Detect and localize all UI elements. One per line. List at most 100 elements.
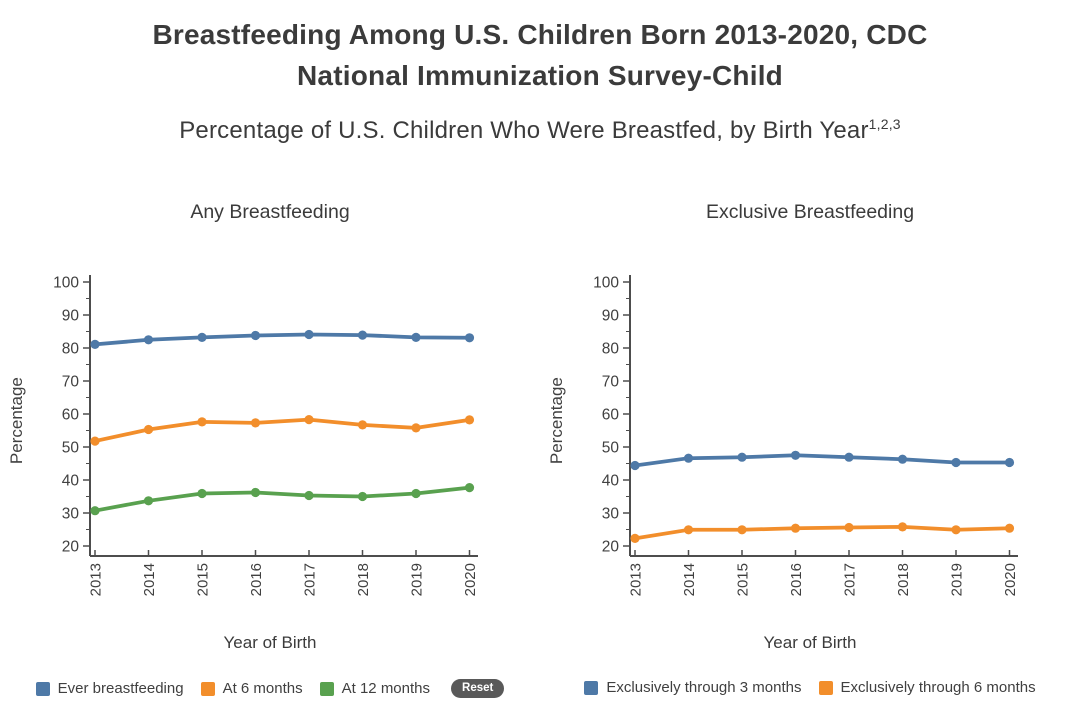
series-line	[93, 485, 472, 513]
data-point[interactable]	[250, 330, 261, 341]
legend-swatch	[35, 681, 50, 696]
x-tick-label: 2013	[628, 563, 645, 596]
data-point[interactable]	[683, 525, 694, 535]
data-point[interactable]	[630, 533, 640, 543]
y-tick-label: 40	[602, 473, 620, 490]
data-point[interactable]	[737, 452, 747, 462]
data-point[interactable]	[464, 415, 475, 425]
data-point[interactable]	[90, 436, 100, 446]
data-point[interactable]	[143, 496, 154, 506]
legend-swatch	[818, 680, 833, 695]
data-point[interactable]	[790, 523, 801, 533]
page-subtitle-text: Percentage of U.S. Children Who Were Bre…	[179, 117, 869, 144]
y-axis-title: Percentage	[547, 377, 566, 464]
data-point[interactable]	[357, 420, 368, 430]
charts-row: Any Breastfeeding 20 30 40 50 60 70 80 90 100 Per…	[0, 185, 1080, 698]
y-tick-label: 80	[602, 341, 620, 358]
legend-label: Exclusively through 3 months	[606, 679, 802, 696]
x-tick-label: 2015	[195, 563, 212, 596]
series-at-12-months	[90, 483, 475, 516]
data-point[interactable]	[304, 415, 314, 425]
x-tick-label: 2017	[302, 563, 319, 596]
data-point[interactable]	[951, 525, 961, 535]
y-tick-label: 60	[62, 407, 80, 424]
data-point[interactable]	[250, 418, 261, 428]
data-point[interactable]	[90, 506, 100, 516]
x-tick-label: 2015	[735, 563, 752, 596]
series-line	[93, 332, 472, 347]
legend-any-breastfeeding: Ever breastfeeding At 6 months At 12 month…	[0, 679, 540, 698]
x-tick-label: 2019	[949, 563, 966, 596]
legend-item-at-6-months[interactable]: At 6 months	[200, 680, 303, 697]
x-tick-label: 2014	[681, 563, 698, 596]
data-point[interactable]	[197, 332, 207, 342]
x-tick-label: 2018	[895, 563, 912, 596]
data-point[interactable]	[197, 417, 207, 427]
data-point[interactable]	[844, 452, 854, 462]
data-point[interactable]	[464, 483, 475, 493]
y-tick-label: 40	[62, 473, 80, 490]
data-point[interactable]	[411, 332, 421, 342]
x-tick-label: 2019	[409, 563, 426, 596]
data-point[interactable]	[357, 330, 368, 340]
y-tick-label: 30	[62, 506, 80, 523]
chart-title-any-breastfeeding: Any Breastfeeding	[190, 201, 350, 223]
data-point[interactable]	[464, 333, 475, 343]
legend-label: At 6 months	[222, 680, 303, 697]
chart-panel-exclusive-breastfeeding: Exclusive Breastfeeding 20 30 40 50 60 70 80 90…	[540, 185, 1080, 698]
legend-label: Exclusively through 6 months	[840, 679, 1036, 696]
data-point[interactable]	[411, 423, 421, 433]
x-tick-label: 2020	[462, 563, 479, 596]
y-tick-label: 30	[602, 506, 620, 523]
data-point[interactable]	[897, 522, 908, 532]
data-point[interactable]	[143, 335, 154, 345]
data-point[interactable]	[790, 450, 801, 460]
legend-item-at-12-months[interactable]: At 12 months	[319, 680, 431, 697]
chart-panel-any-breastfeeding: Any Breastfeeding 20 30 40 50 60 70 80 90 100 Per…	[0, 185, 540, 698]
data-point[interactable]	[143, 424, 154, 435]
series-line	[633, 453, 1012, 468]
x-axis: 2013 2014 2015 2016 2017 2018 2019 2020	[628, 550, 1019, 596]
legend-item-exclusively-through-3-months[interactable]: Exclusively through 3 months	[584, 679, 802, 696]
data-point[interactable]	[90, 339, 100, 349]
y-tick-label: 100	[593, 275, 619, 292]
data-point[interactable]	[844, 522, 854, 533]
y-axis: 20 30 40 50 60 70 80 90 100	[593, 275, 631, 556]
legend-item-ever-breastfeeding[interactable]: Ever breastfeeding	[35, 680, 184, 697]
series-exclusively-through-3-months	[630, 450, 1015, 471]
legend-swatch	[319, 681, 334, 696]
x-axis-title-any-breastfeeding: Year of Birth	[223, 633, 317, 652]
data-point[interactable]	[951, 457, 961, 468]
page-title-line1: Breastfeeding Among U.S. Children Born 2…	[152, 19, 928, 50]
data-point[interactable]	[630, 460, 640, 471]
x-tick-label: 2016	[788, 563, 805, 596]
series-line	[93, 417, 472, 443]
y-tick-label: 70	[62, 374, 80, 391]
legend-label: At 12 months	[341, 680, 431, 697]
data-point[interactable]	[411, 488, 421, 499]
data-point[interactable]	[737, 525, 747, 535]
data-point[interactable]	[304, 490, 314, 501]
y-tick-label: 60	[602, 407, 620, 424]
page-subtitle: Percentage of U.S. Children Who Were Bre…	[20, 116, 1060, 145]
data-point[interactable]	[683, 453, 694, 463]
series-exclusively-through-6-months	[630, 522, 1015, 543]
data-point[interactable]	[897, 454, 908, 464]
y-tick-label: 80	[62, 341, 80, 358]
data-point[interactable]	[1004, 457, 1015, 468]
reset-button[interactable]: Reset	[451, 679, 505, 698]
data-point[interactable]	[357, 491, 368, 502]
data-point[interactable]	[250, 487, 261, 498]
data-point[interactable]	[1004, 523, 1015, 533]
y-tick-label: 20	[62, 539, 80, 556]
data-point[interactable]	[197, 488, 207, 499]
x-tick-label: 2018	[355, 563, 372, 596]
series-ever-breastfeeding	[90, 329, 475, 349]
data-point[interactable]	[304, 329, 314, 340]
x-tick-label: 2017	[842, 563, 859, 596]
legend-item-exclusively-through-6-months[interactable]: Exclusively through 6 months	[818, 679, 1036, 696]
y-tick-label: 50	[62, 440, 80, 457]
